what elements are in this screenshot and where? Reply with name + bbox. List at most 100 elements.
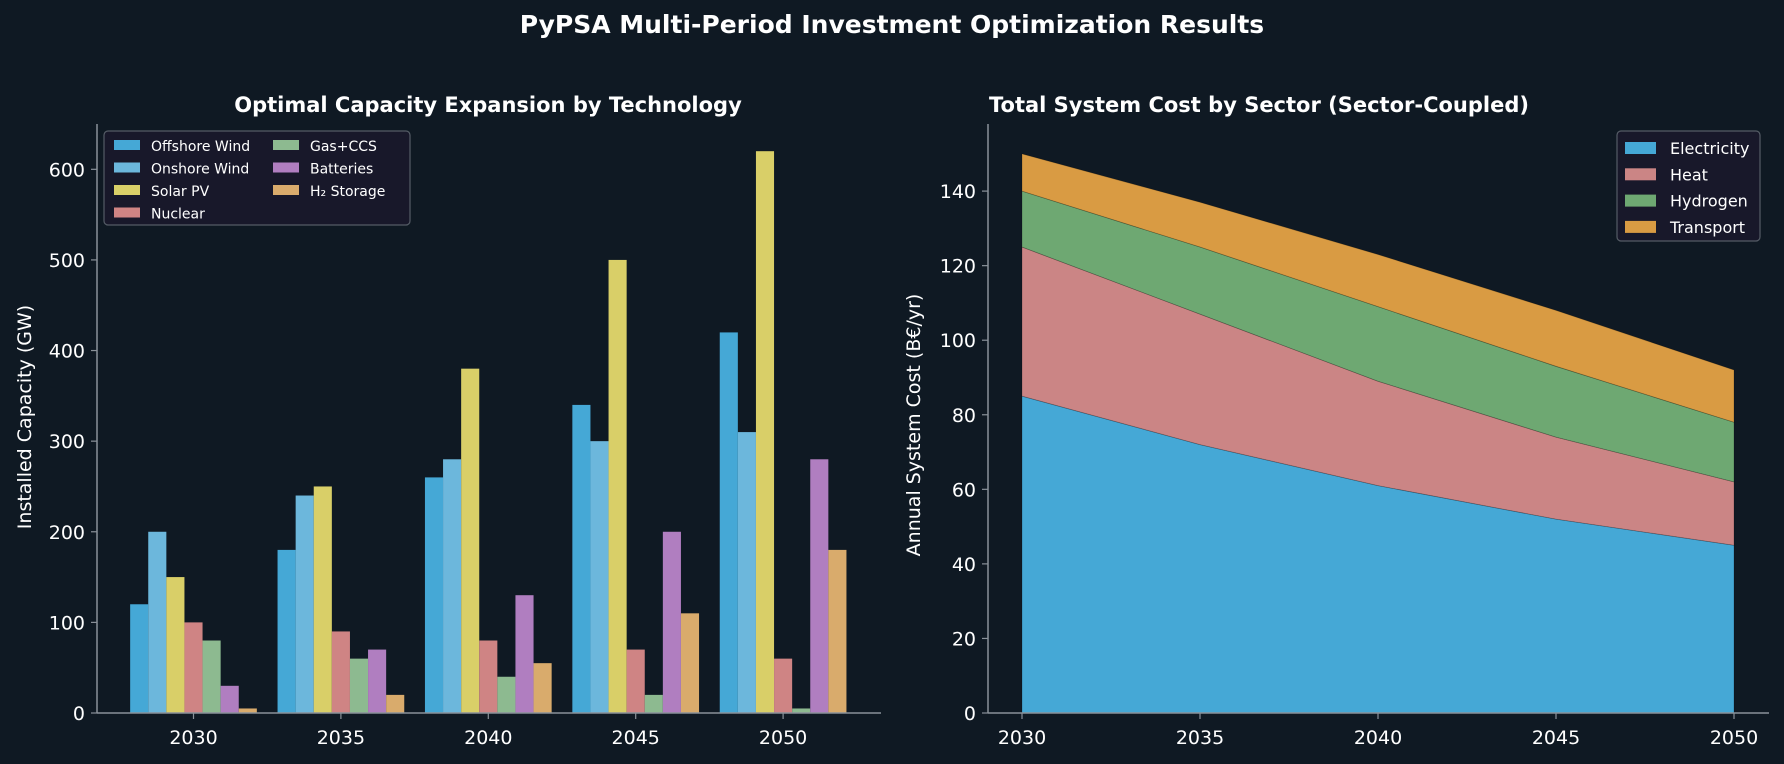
bar xyxy=(719,332,738,713)
y-tick-label: 40 xyxy=(952,554,976,576)
bar xyxy=(572,404,591,713)
bar xyxy=(828,549,847,713)
legend-swatch xyxy=(114,185,140,195)
y-tick-label: 400 xyxy=(49,341,85,363)
bar xyxy=(662,531,681,713)
y-tick-label: 140 xyxy=(940,181,976,203)
y-tick-label: 100 xyxy=(49,612,85,634)
legend-swatch xyxy=(1625,168,1656,181)
legend-swatch xyxy=(273,185,299,195)
x-tick-label: 2030 xyxy=(169,727,217,749)
bar xyxy=(130,604,149,713)
x-tick-label: 2030 xyxy=(998,727,1046,749)
bar-chart-x-ticks: 2030 2035 2040 2045 2050 xyxy=(169,713,807,749)
bar xyxy=(792,708,811,713)
bar xyxy=(810,459,829,713)
legend-label: Gas+CCS xyxy=(310,139,377,155)
legend-swatch xyxy=(114,140,140,150)
bar xyxy=(220,685,239,713)
bar xyxy=(166,577,185,713)
bar xyxy=(608,259,627,713)
bar xyxy=(461,368,480,713)
area-band xyxy=(1021,395,1735,714)
bar-chart-title: Optimal Capacity Expansion by Technology xyxy=(234,93,742,117)
y-tick-label: 600 xyxy=(49,159,85,181)
y-tick-label: 0 xyxy=(73,703,85,725)
legend-label: Onshore Wind xyxy=(151,162,249,178)
bar xyxy=(533,663,552,713)
bar xyxy=(479,640,498,713)
bar xyxy=(184,622,203,713)
x-tick-label: 2040 xyxy=(464,727,512,749)
bar xyxy=(443,459,462,713)
x-tick-label: 2045 xyxy=(612,727,660,749)
capacity-bar-chart: Optimal Capacity Expansion by Technology… xyxy=(14,93,881,749)
legend-swatch xyxy=(114,207,140,218)
y-tick-label: 200 xyxy=(49,522,85,544)
bar xyxy=(313,486,332,713)
area-chart-areas xyxy=(1021,153,1735,714)
legend-label: Electricity xyxy=(1670,139,1749,158)
bar-chart-bars xyxy=(130,151,847,713)
legend-swatch xyxy=(273,140,299,150)
y-tick-label: 120 xyxy=(940,256,976,278)
bar xyxy=(737,432,756,713)
y-tick-label: 60 xyxy=(952,479,976,501)
x-tick-label: 2045 xyxy=(1532,727,1580,749)
area-band xyxy=(1021,190,1735,483)
x-tick-label: 2035 xyxy=(1176,727,1224,749)
bar xyxy=(238,708,257,713)
area-chart-legend: Electricity Heat Hydrogen Transport xyxy=(1616,130,1761,242)
area-chart-axes xyxy=(987,124,1769,714)
legend-label: Solar PV xyxy=(151,184,210,200)
x-tick-label: 2035 xyxy=(317,727,365,749)
bar-chart-y-axis-label: Installed Capacity (GW) xyxy=(14,305,36,529)
bar xyxy=(626,649,645,713)
area-band xyxy=(1021,246,1735,546)
bar xyxy=(680,613,700,713)
bar xyxy=(644,694,663,713)
figure-title: PyPSA Multi-Period Investment Optimizati… xyxy=(519,10,1265,39)
bar xyxy=(515,595,534,713)
y-tick-label: 300 xyxy=(49,431,85,453)
area-chart-y-ticks: 0 20 40 60 80 100 120 140 xyxy=(940,181,988,725)
x-tick-label: 2040 xyxy=(1354,727,1402,749)
legend-swatch xyxy=(114,162,140,173)
bar xyxy=(202,640,221,713)
bar xyxy=(148,531,167,713)
legend-label: Offshore Wind xyxy=(151,139,250,155)
bar xyxy=(331,631,350,713)
legend-label: Heat xyxy=(1670,165,1708,184)
x-tick-label: 2050 xyxy=(1710,727,1758,749)
bar xyxy=(368,649,387,713)
bar xyxy=(349,658,369,713)
bar xyxy=(277,549,296,713)
legend-label: Nuclear xyxy=(151,207,205,223)
legend-swatch xyxy=(1625,194,1656,207)
area-chart-y-axis-label: Annual System Cost (B€/yr) xyxy=(903,294,925,557)
legend-swatch xyxy=(1625,142,1656,154)
bar xyxy=(755,151,775,713)
area-chart-x-ticks: 2030 2035 2040 2045 2050 xyxy=(998,713,1758,749)
y-tick-label: 100 xyxy=(940,330,976,352)
legend-label: H₂ Storage xyxy=(310,184,385,200)
area-band xyxy=(1021,153,1735,423)
bar xyxy=(774,658,793,713)
y-tick-label: 80 xyxy=(952,405,976,427)
legend-swatch xyxy=(1625,220,1656,233)
y-tick-label: 0 xyxy=(964,703,976,725)
bar xyxy=(295,495,314,713)
legend-label: Batteries xyxy=(310,162,373,178)
bar xyxy=(590,441,609,713)
legend-label: Hydrogen xyxy=(1670,192,1748,211)
area-chart-title: Total System Cost by Sector (Sector-Coup… xyxy=(989,93,1529,117)
bar xyxy=(424,477,444,713)
legend-label: Transport xyxy=(1669,218,1745,237)
legend-box xyxy=(103,130,411,226)
legend-swatch xyxy=(273,162,299,173)
y-tick-label: 20 xyxy=(952,628,976,650)
bar-chart-y-ticks: 0 100 200 300 400 500 600 xyxy=(49,159,97,725)
bar-chart-axes xyxy=(96,124,881,714)
bar xyxy=(497,676,516,713)
legend-box xyxy=(1616,130,1761,242)
